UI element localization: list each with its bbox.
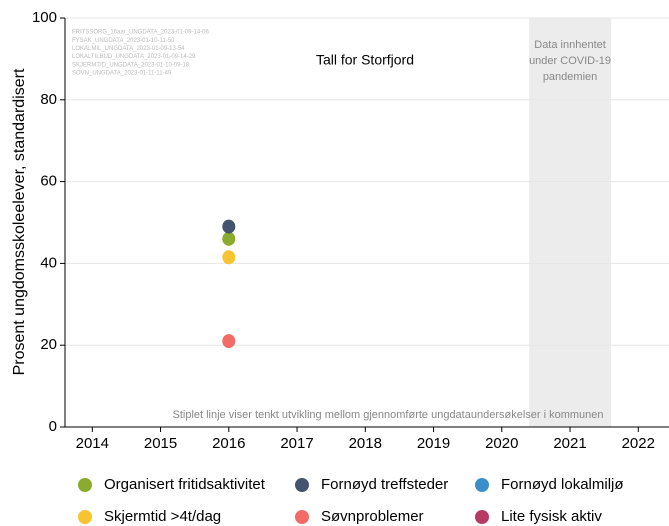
legend-label: Lite fysisk aktiv bbox=[501, 508, 602, 525]
legend-marker bbox=[78, 510, 92, 524]
y-tick-label: 0 bbox=[49, 418, 57, 435]
legend-label: Organisert fritidsaktivitet bbox=[104, 476, 266, 493]
plot-layer bbox=[65, 17, 669, 428]
data-point bbox=[222, 250, 236, 265]
legend-marker bbox=[475, 510, 489, 524]
x-tick-label: 2022 bbox=[622, 435, 655, 452]
x-tick-label: 2014 bbox=[76, 435, 109, 452]
x-tick-label: 2018 bbox=[349, 435, 382, 452]
legend-marker bbox=[295, 510, 309, 524]
covid-band bbox=[529, 18, 611, 427]
data-point bbox=[222, 219, 236, 234]
data-point bbox=[222, 334, 236, 349]
source-label: LOKALTILBUD_UNGDATA_2023-01-09-14-29 bbox=[72, 54, 196, 60]
y-tick-label: 100 bbox=[32, 9, 57, 26]
source-label: SOVN_UNGDATA_2023-01-11-11-49 bbox=[72, 71, 172, 77]
data-point bbox=[222, 231, 236, 246]
x-tick-label: 2020 bbox=[485, 435, 518, 452]
y-tick-label: 80 bbox=[40, 91, 57, 108]
legend-label: Søvnproblemer bbox=[321, 508, 424, 525]
legend-marker bbox=[295, 478, 309, 492]
footnote: Stiplet linje viser tenkt utvikling mell… bbox=[172, 409, 603, 421]
y-tick-label: 20 bbox=[40, 336, 57, 353]
legend-label: Fornøyd treffsteder bbox=[321, 476, 448, 493]
y-tick-label: 40 bbox=[40, 254, 57, 271]
y-tick-label: 60 bbox=[40, 173, 57, 190]
source-label: SKJERMTID_UNGDATA_2023-01-10-09-18 bbox=[72, 62, 190, 68]
band-label: pandemien bbox=[543, 71, 597, 83]
x-tick-label: 2015 bbox=[144, 435, 177, 452]
x-tick-label: 2019 bbox=[417, 435, 450, 452]
chart-title: Tall for Storfjord bbox=[316, 52, 414, 68]
source-label: FRITSSORG_16aar_UNGDATA_2023-01-09-14-06 bbox=[72, 30, 210, 36]
legend-marker bbox=[475, 478, 489, 492]
band-label: Data innhentet bbox=[534, 39, 606, 51]
x-tick-label: 2021 bbox=[553, 435, 586, 452]
legend-label: Fornøyd lokalmiljø bbox=[501, 476, 624, 493]
y-axis-label: Prosent ungdomsskoleelever, standardiser… bbox=[11, 68, 28, 375]
legend-label: Skjermtid >4t/dag bbox=[104, 508, 221, 525]
source-label: LOKALMIL_UNGDATA_2023-01-09-13-54 bbox=[72, 46, 185, 52]
x-tick-label: 2016 bbox=[212, 435, 245, 452]
legend-marker bbox=[78, 478, 92, 492]
band-label: under COVID-19 bbox=[529, 55, 611, 67]
x-tick-label: 2017 bbox=[280, 435, 313, 452]
source-label: FYSAK_UNGDATA_2023-01-10-11-50 bbox=[72, 38, 175, 44]
